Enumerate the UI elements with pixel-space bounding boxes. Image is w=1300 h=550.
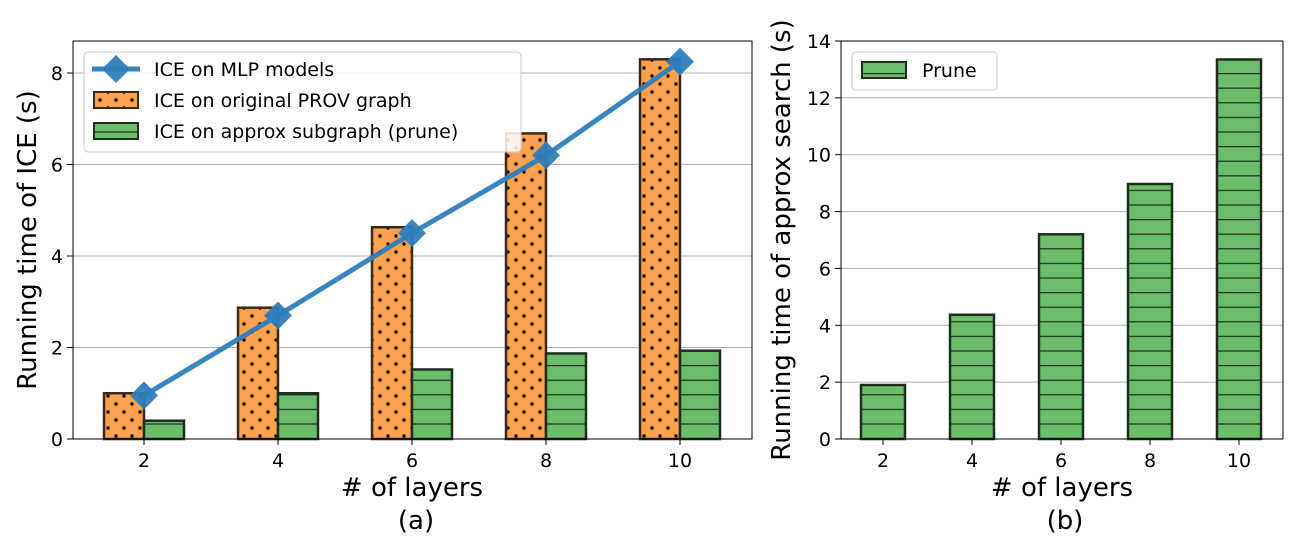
bar-approx-subgraph bbox=[544, 352, 588, 441]
x-tick-label: 4 bbox=[966, 450, 978, 472]
x-axis-label: # of layers bbox=[341, 473, 483, 503]
legend-swatch-prov bbox=[93, 91, 139, 109]
y-tick-label: 8 bbox=[819, 202, 831, 224]
point-mlp-models bbox=[398, 219, 426, 248]
bar-approx-subgraph bbox=[678, 349, 722, 441]
x-tick-label: 4 bbox=[272, 450, 284, 472]
legend: ICE on MLP models ICE on original PROV g… bbox=[83, 51, 522, 153]
x-tick-label: 6 bbox=[1055, 450, 1067, 472]
bar-approx-subgraph bbox=[142, 419, 186, 441]
y-tick-label: 8 bbox=[51, 63, 63, 85]
point-mlp-models bbox=[532, 141, 560, 170]
bar-prov-graph bbox=[504, 132, 548, 441]
bar-prune bbox=[859, 383, 907, 441]
bar-approx-subgraph bbox=[276, 392, 320, 441]
x-tick-label: 10 bbox=[668, 450, 692, 472]
legend-swatch-prune bbox=[861, 61, 907, 79]
y-tick-label: 2 bbox=[819, 372, 831, 394]
y-tick-label: 14 bbox=[807, 31, 831, 53]
point-mlp-models bbox=[130, 381, 158, 410]
legend-swatch-prune bbox=[93, 122, 139, 140]
chart-ice-running-time: 2 4 6 8 10 0 2 4 6 8 # of layers (a) Running tim… bbox=[13, 40, 753, 536]
y-tick-label: 12 bbox=[807, 88, 831, 110]
x-tick-label: 2 bbox=[138, 450, 150, 472]
y-tick-label: 4 bbox=[51, 246, 63, 268]
y-axis-label: Running time of approx search (s) bbox=[767, 19, 797, 460]
point-mlp-models bbox=[264, 301, 292, 330]
bar-prune bbox=[1215, 58, 1263, 441]
chart-approx-search-time: 2 4 6 8 10 0 2 4 6 8 10 12 14 # of layers (b) Runni… bbox=[767, 19, 1284, 536]
bar-prov-graph bbox=[638, 58, 682, 441]
y-tick-label: 10 bbox=[807, 145, 831, 167]
legend-label-mlp: ICE on MLP models bbox=[154, 59, 334, 81]
y-tick-label: 2 bbox=[51, 338, 63, 360]
legend-label-prune: ICE on approx subgraph (prune) bbox=[154, 121, 458, 143]
bar-prune bbox=[1037, 233, 1085, 441]
x-axis-label: # of layers bbox=[991, 473, 1133, 503]
plot-frame bbox=[840, 40, 1284, 440]
y-tick-label: 0 bbox=[51, 429, 63, 451]
legend-label-prov: ICE on original PROV graph bbox=[154, 90, 412, 112]
x-tick-label: 8 bbox=[1144, 450, 1156, 472]
legend-diamond-marker bbox=[102, 55, 130, 83]
bar-prune bbox=[948, 313, 996, 441]
x-tick-label: 2 bbox=[877, 450, 889, 472]
y-tick-label: 6 bbox=[51, 155, 63, 177]
legend-box bbox=[83, 51, 522, 153]
y-tick-label: 0 bbox=[819, 429, 831, 451]
bar-approx-subgraph bbox=[410, 368, 454, 441]
x-tick-label: 8 bbox=[540, 450, 552, 472]
y-tick-label: 4 bbox=[819, 315, 831, 337]
chart-subtitle: (b) bbox=[1047, 506, 1084, 536]
y-axis-label: Running time of ICE (s) bbox=[13, 90, 43, 389]
point-mlp-models bbox=[666, 47, 694, 76]
bar-prune bbox=[1126, 182, 1174, 441]
chart-subtitle: (a) bbox=[398, 506, 434, 536]
legend-label-prune: Prune bbox=[922, 60, 977, 82]
x-tick-label: 10 bbox=[1227, 450, 1251, 472]
legend: Prune bbox=[851, 51, 998, 91]
y-tick-label: 6 bbox=[819, 258, 831, 280]
x-tick-label: 6 bbox=[406, 450, 418, 472]
bar-prov-graph bbox=[370, 225, 414, 441]
